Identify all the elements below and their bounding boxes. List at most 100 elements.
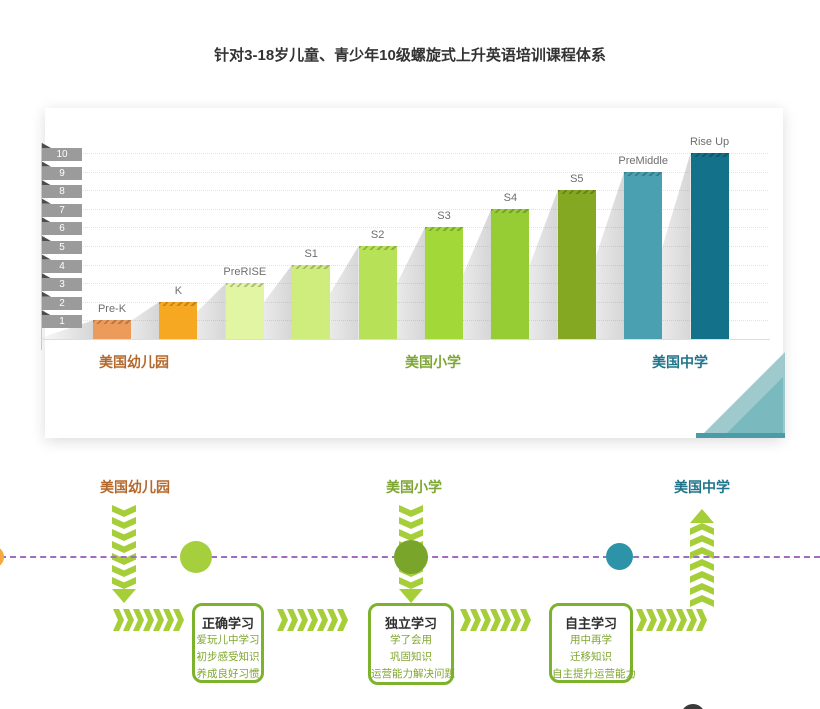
chevron-right-icon [337, 609, 348, 631]
y-axis-tab-2: 2 [42, 291, 82, 310]
chevron-seg [112, 505, 136, 517]
chevron-right-icon [297, 609, 308, 631]
orange-dot [0, 546, 4, 568]
bar-S2 [358, 246, 397, 339]
chevron-seg [690, 571, 714, 583]
chevron-seg [690, 523, 714, 535]
chevron-seg [690, 583, 714, 595]
learning-box-title: 自主学习 [564, 616, 617, 631]
learning-box-title: 独立学习 [384, 616, 437, 631]
learning-box-line: 迁移知识 [570, 651, 612, 663]
chevron-right-icon [646, 609, 657, 631]
tab-fold-icon [42, 143, 51, 148]
chevron-right-icon [480, 609, 491, 631]
flow-label-1: 美国幼儿园 [100, 479, 170, 495]
tab-fold-icon [42, 291, 51, 297]
y-axis-tab-4: 4 [42, 254, 82, 273]
bar-S1 [292, 264, 331, 339]
chevron-right-icon [470, 609, 481, 631]
chevron-seg [112, 517, 136, 529]
chevron-right-icon [123, 609, 134, 631]
flow-label-3: 美国中学 [674, 479, 730, 495]
learning-box-line: 学了会用 [390, 634, 432, 646]
kindergarten-arrow [112, 505, 136, 603]
chevron-right-icon [163, 609, 174, 631]
bar-PreMiddle [624, 171, 663, 339]
bar-label-S3: S3 [434, 210, 454, 223]
chevron-right-icon [676, 609, 687, 631]
y-axis-tab-7: 7 [42, 198, 82, 217]
bar-top-hatch [557, 190, 596, 195]
chevron-right-icon [696, 609, 707, 631]
chevron-right-icon [113, 609, 124, 631]
chevron-seg [690, 559, 714, 571]
learning-box-line: 运营能力解决问题 [371, 668, 455, 680]
stage-label-3: 美国中学 [652, 354, 708, 370]
dark-green-dot [394, 540, 428, 574]
bar-label-S1: S1 [301, 247, 321, 260]
chevron-right-icon [153, 609, 164, 631]
chevron-right-icon [460, 609, 471, 631]
chevron-seg [112, 553, 136, 565]
right-arrow-group-2 [277, 609, 348, 631]
bar-top-hatch [624, 171, 663, 176]
chevron-right-icon [500, 609, 511, 631]
chevron-seg [399, 529, 423, 541]
learning-box-line: 用中再学 [570, 634, 612, 646]
chevron-seg [112, 577, 136, 589]
chevron-seg [112, 565, 136, 577]
bar-top-hatch [292, 264, 331, 269]
tab-fold-icon [42, 198, 51, 204]
tab-fold-icon [42, 236, 51, 241]
bar-S3 [425, 227, 463, 339]
y-axis-tab-5: 5 [42, 236, 82, 254]
learning-box-title: 正确学习 [201, 616, 254, 631]
chevron-right-icon [666, 609, 677, 631]
chevron-seg [399, 577, 423, 589]
y-axis-tab-10: 10 [42, 143, 82, 161]
bar-label-Pre-K: Pre-K [94, 303, 130, 316]
chevron-tip [399, 589, 423, 603]
y-axis-tab-3: 3 [42, 273, 82, 292]
chevron-seg [690, 535, 714, 547]
chevron-right-icon [277, 609, 288, 631]
bar-K [159, 301, 198, 339]
chevron-right-icon [510, 609, 521, 631]
gridline-level-7 [83, 208, 768, 210]
y-axis-tab-6: 6 [42, 217, 82, 236]
learning-box-line: 爱玩儿中学习 [196, 634, 260, 646]
tab-fold-icon [42, 161, 51, 167]
bar-label-K: K [171, 284, 186, 297]
chevron-seg [112, 541, 136, 553]
x-axis-line [41, 339, 770, 340]
bar-top-hatch [690, 153, 729, 157]
flow-label-2: 美国小学 [386, 479, 442, 495]
bar-top-hatch [425, 227, 463, 232]
chevron-right-icon [520, 609, 531, 631]
chevron-right-icon [287, 609, 298, 631]
bar-Rise Up [690, 153, 729, 339]
partial-logo-circle [681, 704, 705, 709]
bar-top-hatch [358, 246, 397, 250]
learning-box-line: 自主提升运营能力 [552, 668, 636, 680]
tab-fold-icon [42, 273, 51, 279]
chevron-tip [690, 509, 714, 523]
bar-top-hatch [159, 301, 198, 306]
y-axis-tab-9: 9 [42, 161, 82, 180]
learning-box-line: 巩固知识 [390, 651, 432, 663]
bar-top-hatch [225, 283, 264, 288]
chevron-right-icon [307, 609, 318, 631]
chevron-seg [399, 505, 423, 517]
bar-label-Rise Up: Rise Up [687, 136, 733, 148]
bar-label-PreMiddle: PreMiddle [615, 154, 671, 167]
chevron-right-icon [686, 609, 697, 631]
chevron-seg [112, 529, 136, 541]
bar-S5 [557, 190, 596, 339]
bar-label-PreRISE: PreRISE [220, 266, 270, 279]
learning-box-1: 正确学习 爱玩儿中学习 初步感受知识 养成良好习惯 [192, 603, 264, 683]
stage-label-1: 美国幼儿园 [99, 354, 169, 370]
right-arrow-group-3 [460, 609, 531, 631]
bar-Pre-K [93, 320, 131, 339]
tab-fold-icon [42, 254, 51, 260]
